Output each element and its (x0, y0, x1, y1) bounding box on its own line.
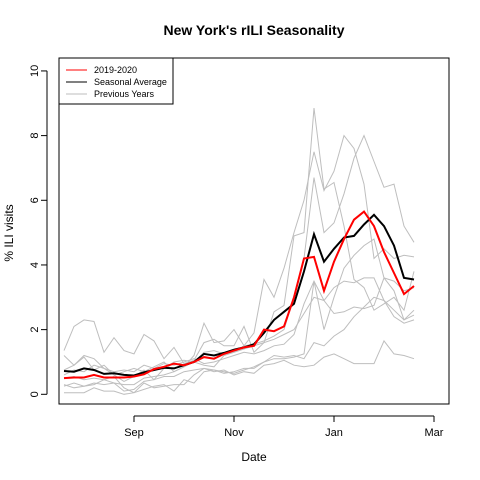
x-tick-label: Jan (325, 427, 343, 439)
current-season-line (63, 210, 415, 380)
legend-box (58, 57, 174, 105)
plot-frame (58, 57, 450, 405)
y-axis-label: % ILI visits (2, 204, 16, 261)
series-layer (63, 108, 415, 395)
previous-year-line-5 (63, 238, 415, 394)
x-tick-label: Sep (124, 427, 144, 439)
x-tick-label: Nov (224, 427, 244, 439)
y-tick-label: 10 (29, 65, 41, 77)
axes-layer: 0 2 4 6 8 10 Sep Nov Jan Mar (29, 65, 444, 439)
legend-label-average: Seasonal Average (94, 77, 167, 87)
previous-year-line-7 (63, 277, 415, 386)
y-tick-label: 0 (29, 391, 41, 397)
previous-year-line-4 (63, 277, 415, 376)
x-tick-label: Mar (425, 427, 444, 439)
y-tick-label: 6 (29, 197, 41, 203)
y-tick-label: 4 (29, 262, 41, 268)
chart-title: New York's rILI Seasonality (164, 22, 345, 38)
previous-year-line-6 (64, 296, 415, 395)
previous-year-line-8 (63, 339, 415, 392)
x-axis-label: Date (241, 450, 267, 464)
y-tick-label: 8 (29, 133, 41, 139)
previous-year-line-1 (63, 108, 415, 365)
legend-label-current: 2019-2020 (94, 65, 137, 75)
legend: 2019-2020 Seasonal Average Previous Year… (58, 57, 174, 105)
y-tick-label: 2 (29, 327, 41, 333)
legend-label-previous: Previous Years (94, 89, 155, 99)
